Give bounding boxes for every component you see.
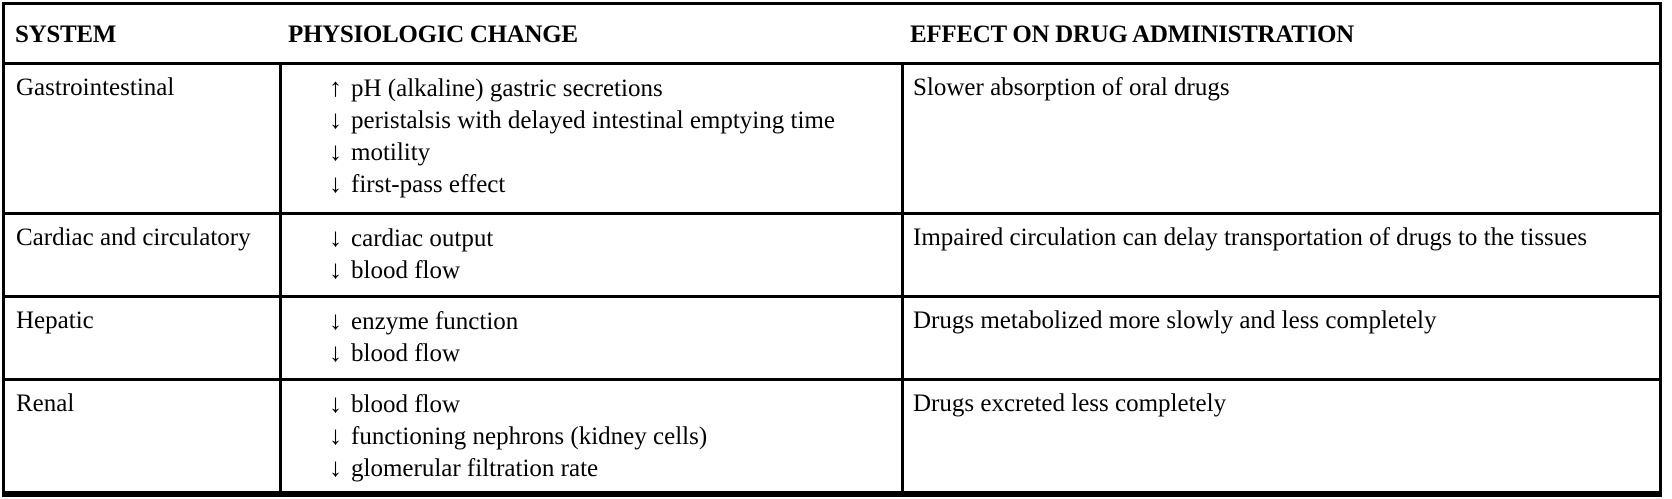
change-text: blood flow bbox=[351, 340, 461, 367]
down-arrow-icon: ↓ bbox=[329, 389, 342, 418]
down-arrow-icon: ↓ bbox=[329, 105, 342, 134]
up-arrow-icon: ↑ bbox=[329, 73, 342, 102]
change-line: ↓ blood flow bbox=[329, 337, 901, 369]
changes-cell-gastrointestinal: ↑ pH (alkaline) gastric secretions ↓ peris… bbox=[279, 62, 901, 212]
change-text: motility bbox=[351, 139, 431, 166]
changes-cell-renal: ↓ blood flow ↓ functioning nephrons (kidne… bbox=[279, 378, 901, 491]
down-arrow-icon: ↓ bbox=[329, 137, 342, 166]
change-line: ↑ pH (alkaline) gastric secretions bbox=[329, 72, 901, 104]
system-cell-renal: Renal bbox=[5, 378, 279, 491]
change-line: ↓ first-pass effect bbox=[329, 168, 901, 200]
change-text: glomerular filtration rate bbox=[351, 455, 599, 482]
down-arrow-icon: ↓ bbox=[329, 306, 342, 335]
changes-cell-cardiac: ↓ cardiac output ↓ blood flow bbox=[279, 212, 901, 295]
changes-cell-hepatic: ↓ enzyme function ↓ blood flow bbox=[279, 295, 901, 378]
change-text: pH (alkaline) gastric secretions bbox=[351, 75, 663, 102]
effect-cell-renal: Drugs excreted less completely bbox=[901, 378, 1659, 491]
change-line: ↓ peristalsis with delayed intestinal emp… bbox=[329, 104, 901, 136]
change-line: ↓ cardiac output bbox=[329, 222, 901, 254]
change-line: ↓ glomerular filtration rate bbox=[329, 452, 901, 484]
system-cell-gastrointestinal: Gastrointestinal bbox=[5, 62, 279, 212]
effect-cell-cardiac: Impaired circulation can delay transport… bbox=[901, 212, 1659, 295]
header-physiologic-change: PHYSIOLOGIC CHANGE bbox=[288, 21, 578, 48]
system-cell-cardiac: Cardiac and circulatory bbox=[5, 212, 279, 295]
effect-cell-gastrointestinal: Slower absorption of oral drugs bbox=[901, 62, 1659, 212]
change-text: functioning nephrons (kidney cells) bbox=[351, 423, 708, 450]
header-effect-on-drug-administration: EFFECT ON DRUG ADMINISTRATION bbox=[910, 21, 1354, 48]
down-arrow-icon: ↓ bbox=[329, 223, 342, 252]
down-arrow-icon: ↓ bbox=[329, 255, 342, 284]
change-text: cardiac output bbox=[351, 225, 494, 252]
down-arrow-icon: ↓ bbox=[329, 421, 342, 450]
down-arrow-icon: ↓ bbox=[329, 169, 342, 198]
down-arrow-icon: ↓ bbox=[329, 338, 342, 367]
change-text: blood flow bbox=[351, 257, 461, 284]
down-arrow-icon: ↓ bbox=[329, 453, 342, 482]
change-line: ↓ motility bbox=[329, 136, 901, 168]
change-line: ↓ blood flow bbox=[329, 388, 901, 420]
header-system: SYSTEM bbox=[15, 21, 117, 48]
change-line: ↓ functioning nephrons (kidney cells) bbox=[329, 420, 901, 452]
change-text: blood flow bbox=[351, 391, 461, 418]
change-line: ↓ enzyme function bbox=[329, 305, 901, 337]
effect-cell-hepatic: Drugs metabolized more slowly and less c… bbox=[901, 295, 1659, 378]
change-text: peristalsis with delayed intestinal empt… bbox=[351, 107, 835, 134]
change-line: ↓ blood flow bbox=[329, 254, 901, 286]
change-text: enzyme function bbox=[351, 308, 519, 335]
change-text: first-pass effect bbox=[351, 171, 506, 198]
system-cell-hepatic: Hepatic bbox=[5, 295, 279, 378]
